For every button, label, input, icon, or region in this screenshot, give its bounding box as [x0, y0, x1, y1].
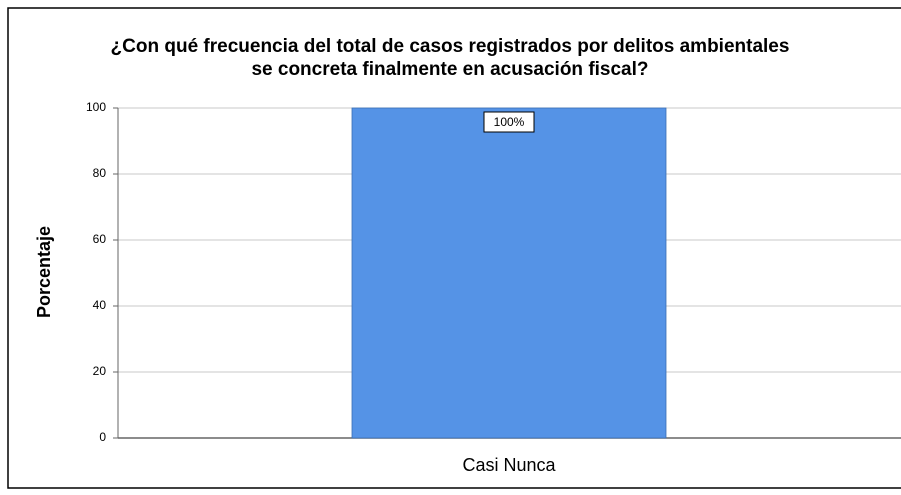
value-label-box: [483, 111, 535, 133]
y-tick-label: 40: [93, 298, 107, 312]
x-tick-label: Casi Nunca: [462, 455, 556, 475]
value-label: 100%: [494, 115, 525, 129]
y-tick-label: 100: [86, 100, 106, 114]
y-tick-label: 80: [93, 166, 107, 180]
chart-title: ¿Con qué frecuencia del total de casos r…: [111, 36, 790, 57]
chart-title: se concreta finalmente en acusación fisc…: [251, 59, 648, 80]
y-tick-label: 20: [93, 364, 107, 378]
y-tick-label: 60: [93, 232, 107, 246]
bar: [351, 107, 667, 439]
y-tick-label: 0: [99, 430, 106, 444]
y-axis-label: Porcentaje: [34, 226, 54, 318]
